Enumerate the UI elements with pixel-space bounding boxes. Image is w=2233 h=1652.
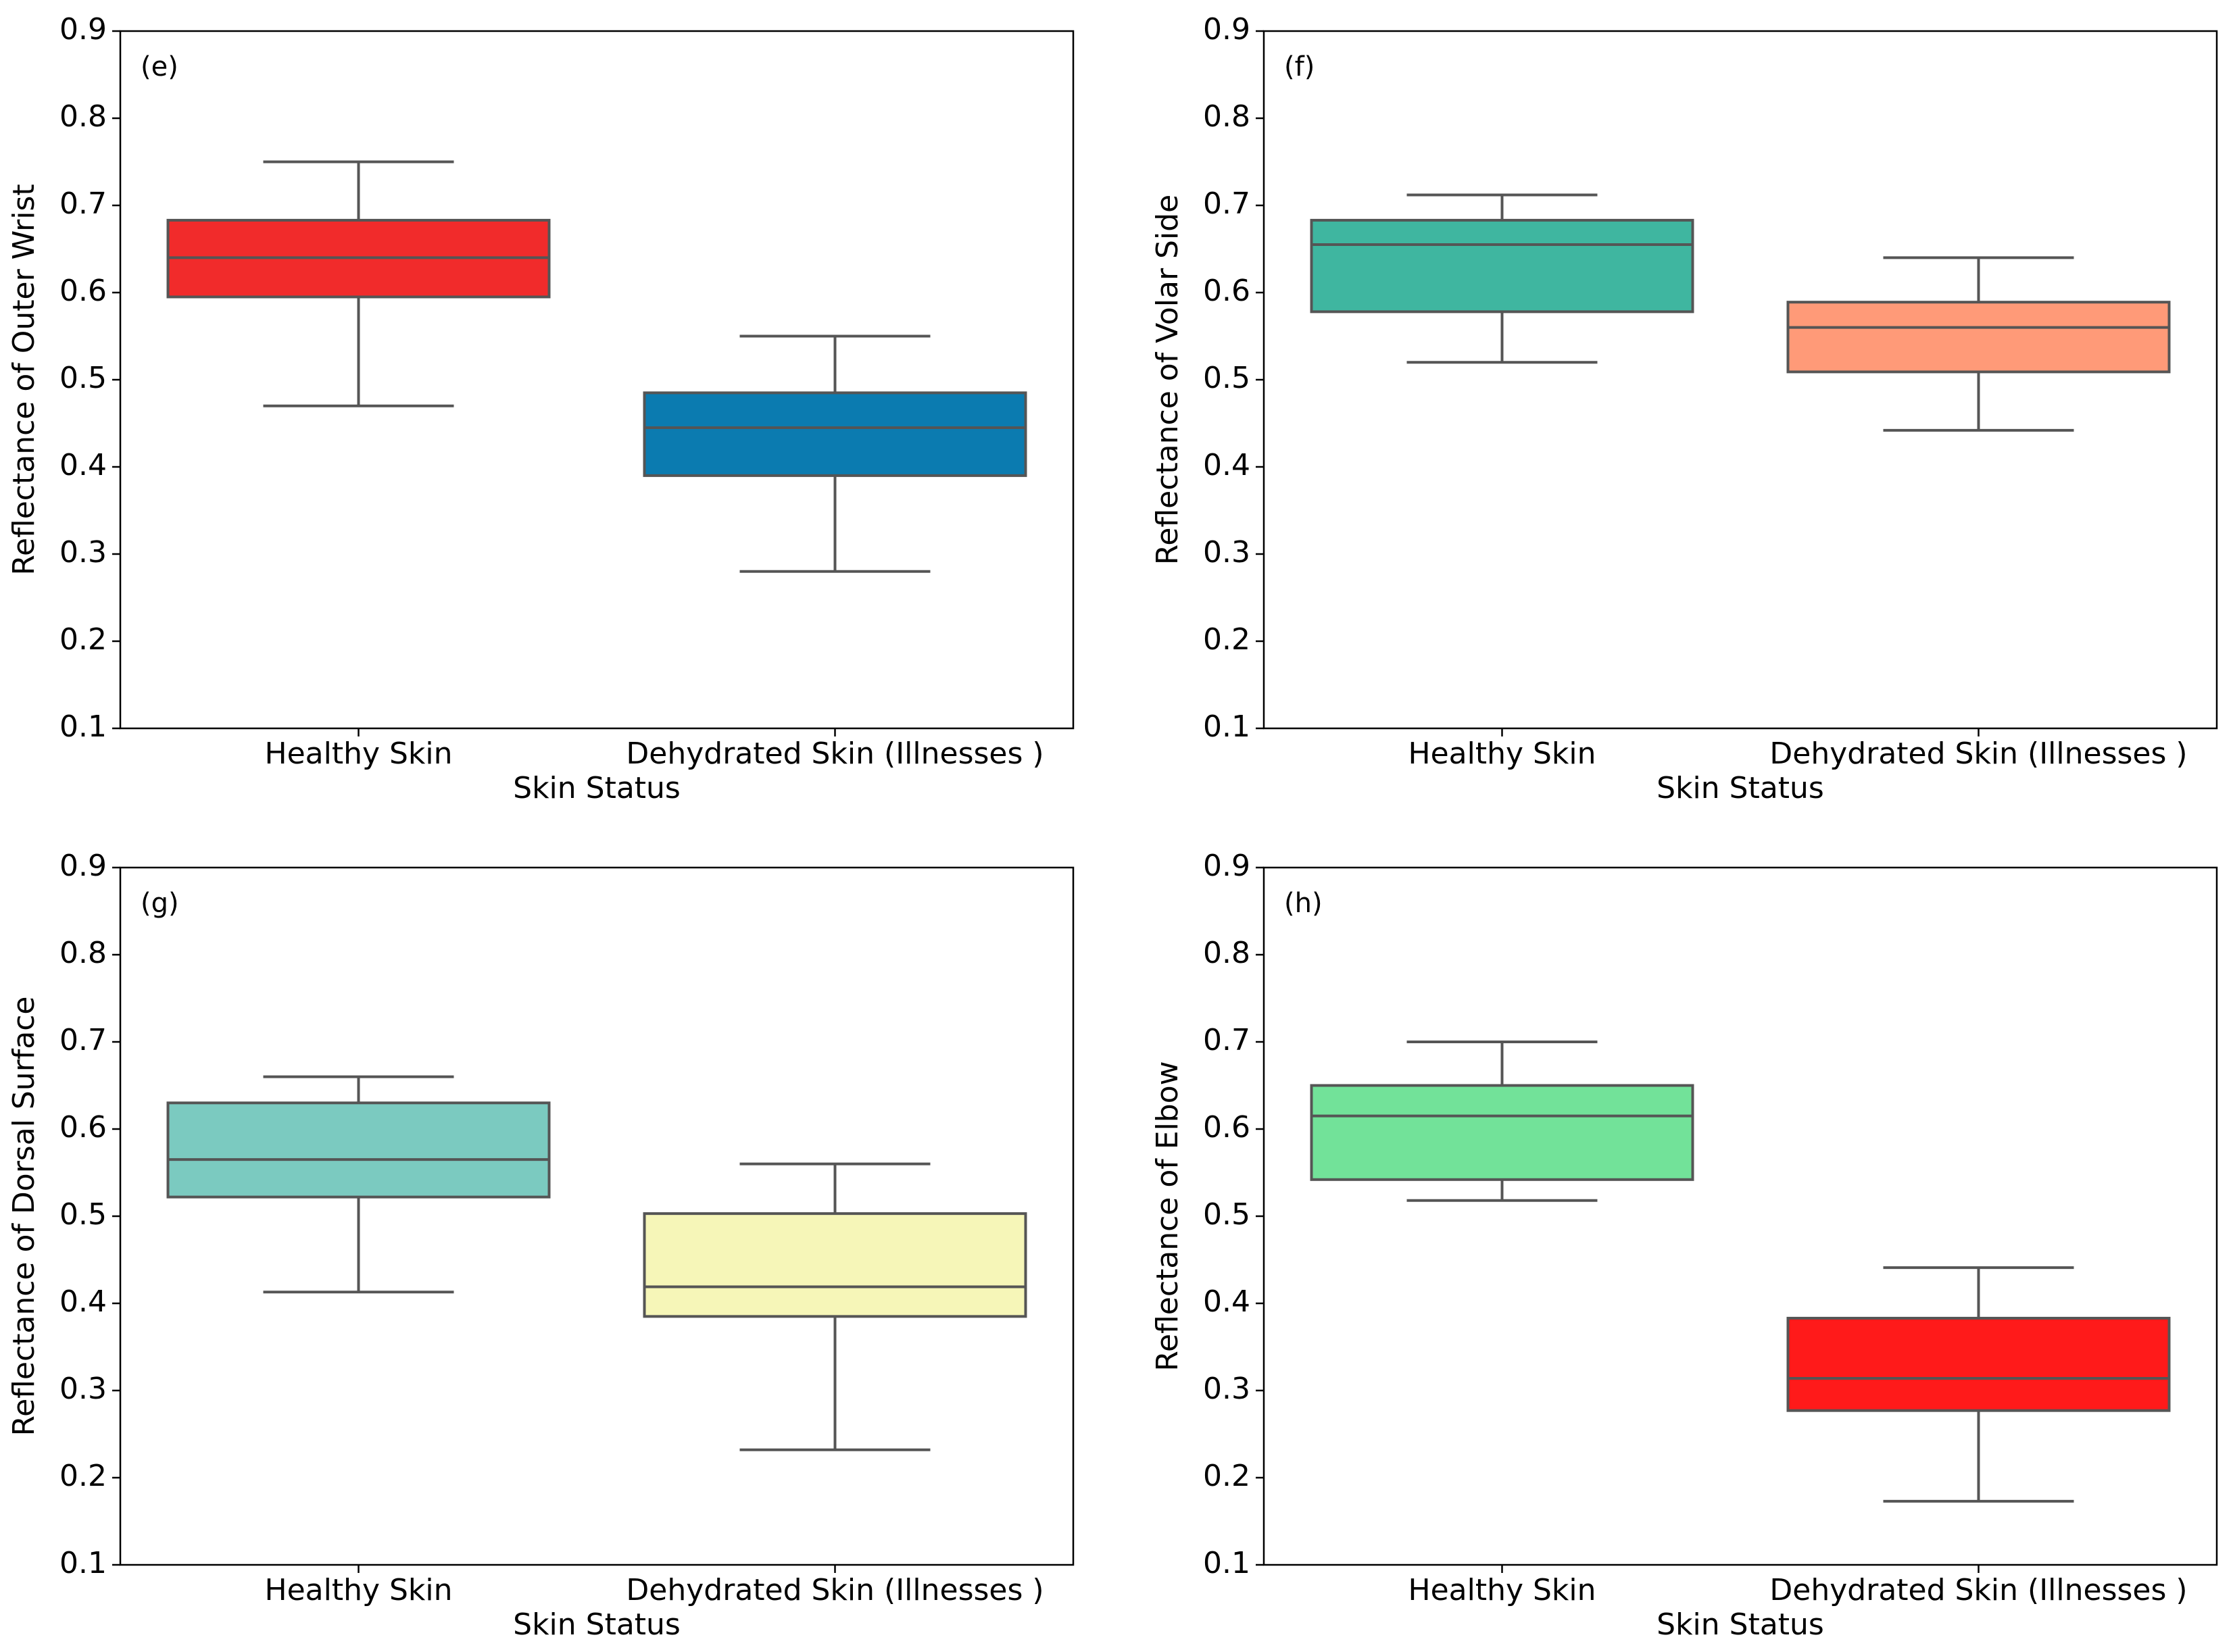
y-tick-label: 0.1: [1203, 709, 1250, 744]
y-tick-label: 0.8: [59, 936, 107, 970]
y-tick-label: 0.5: [1203, 1197, 1250, 1232]
y-tick-label: 0.3: [1203, 535, 1250, 570]
panel-label: (h): [1284, 888, 1323, 919]
box-1: [643, 334, 1027, 573]
box-iqr: [643, 391, 1027, 477]
y-tick-label: 0.7: [59, 1023, 107, 1057]
y-tick-label: 0.7: [59, 186, 107, 221]
chart-panel-2: 0.1 0.2 0.3 0.4 0.5 0.6 0.7 0.8 0.9 Healthy Skin D…: [7, 849, 1075, 1642]
panel-label: (e): [141, 51, 178, 82]
y-tick-label: 0.7: [1203, 186, 1250, 221]
panel-label: (f): [1284, 51, 1315, 82]
x-tick-label: Healthy Skin: [1408, 1573, 1596, 1607]
y-tick-label: 0.9: [59, 12, 107, 47]
y-tick-label: 0.5: [1203, 361, 1250, 395]
panel-label: (g): [141, 888, 179, 919]
box-0: [166, 1075, 551, 1294]
x-tick-label: Dehydrated Skin (Illnesses ): [626, 1573, 1044, 1607]
y-tick-label: 0.4: [59, 448, 107, 482]
y-tick-label: 0.1: [1203, 1546, 1250, 1580]
box-iqr: [166, 1101, 551, 1199]
chart-panel-1: 0.1 0.2 0.3 0.4 0.5 0.6 0.7 0.8 0.9 Healthy Skin D…: [1150, 12, 2218, 805]
x-axis-label: Skin Status: [1657, 1607, 1824, 1642]
y-tick-label: 0.6: [59, 274, 107, 308]
y-tick-label: 0.2: [59, 1459, 107, 1493]
y-tick-label: 0.3: [59, 535, 107, 570]
box-1: [1786, 256, 2171, 432]
y-tick-label: 0.2: [1203, 1459, 1250, 1493]
y-tick-label: 0.4: [1203, 448, 1250, 482]
y-tick-label: 0.7: [1203, 1023, 1250, 1057]
chart-panel-3: 0.1 0.2 0.3 0.4 0.5 0.6 0.7 0.8 0.9 Healthy Skin D…: [1150, 849, 2218, 1642]
box-iqr: [643, 1212, 1027, 1318]
y-axis-label: Reflectance of Elbow: [1150, 1061, 1185, 1371]
box-0: [1310, 1041, 1694, 1202]
y-tick-label: 0.8: [1203, 936, 1250, 970]
y-tick-label: 0.3: [1203, 1372, 1250, 1406]
y-tick-label: 0.8: [59, 99, 107, 134]
x-axis-label: Skin Status: [513, 771, 681, 805]
x-tick-label: Healthy Skin: [264, 1573, 452, 1607]
y-tick-label: 0.4: [59, 1284, 107, 1319]
box-iqr: [1310, 1084, 1694, 1181]
y-axis-label: Reflectance of Volar Side: [1150, 195, 1185, 565]
x-tick-label: Dehydrated Skin (Illnesses ): [626, 736, 1044, 771]
plot-frame: [1262, 30, 2218, 730]
y-tick-label: 0.6: [1203, 274, 1250, 308]
box-iqr: [1786, 301, 2171, 374]
y-tick-label: 0.3: [59, 1372, 107, 1406]
y-tick-label: 0.2: [1203, 622, 1250, 657]
chart-panel-0: 0.1 0.2 0.3 0.4 0.5 0.6 0.7 0.8 0.9 Healthy Skin D…: [7, 12, 1075, 805]
x-tick-label: Dehydrated Skin (Illnesses ): [1769, 736, 2187, 771]
y-tick-label: 0.4: [1203, 1284, 1250, 1319]
box-iqr: [1786, 1316, 2171, 1412]
y-tick-label: 0.5: [59, 1197, 107, 1232]
plot-frame: [119, 30, 1075, 730]
y-tick-label: 0.9: [1203, 12, 1250, 47]
box-1: [1786, 1266, 2171, 1503]
y-tick-label: 0.9: [1203, 849, 1250, 883]
y-tick-label: 0.1: [59, 709, 107, 744]
box-1: [643, 1162, 1027, 1451]
x-tick-label: Healthy Skin: [264, 736, 452, 771]
y-axis-label: Reflectance of Dorsal Surface: [7, 997, 41, 1436]
y-tick-label: 0.6: [59, 1110, 107, 1145]
y-tick-label: 0.9: [59, 849, 107, 883]
y-axis-label: Reflectance of Outer Wrist: [7, 184, 41, 575]
box-0: [1310, 193, 1694, 364]
box-iqr: [1310, 218, 1694, 314]
y-tick-label: 0.2: [59, 622, 107, 657]
x-axis-label: Skin Status: [1657, 771, 1824, 805]
y-tick-label: 0.5: [59, 361, 107, 395]
plot-frame: [1262, 866, 2218, 1566]
x-axis-label: Skin Status: [513, 1607, 681, 1642]
y-tick-label: 0.1: [59, 1546, 107, 1580]
y-tick-label: 0.6: [1203, 1110, 1250, 1145]
x-tick-label: Dehydrated Skin (Illnesses ): [1769, 1573, 2187, 1607]
y-tick-label: 0.8: [1203, 99, 1250, 134]
box-0: [166, 160, 551, 407]
x-tick-label: Healthy Skin: [1408, 736, 1596, 771]
